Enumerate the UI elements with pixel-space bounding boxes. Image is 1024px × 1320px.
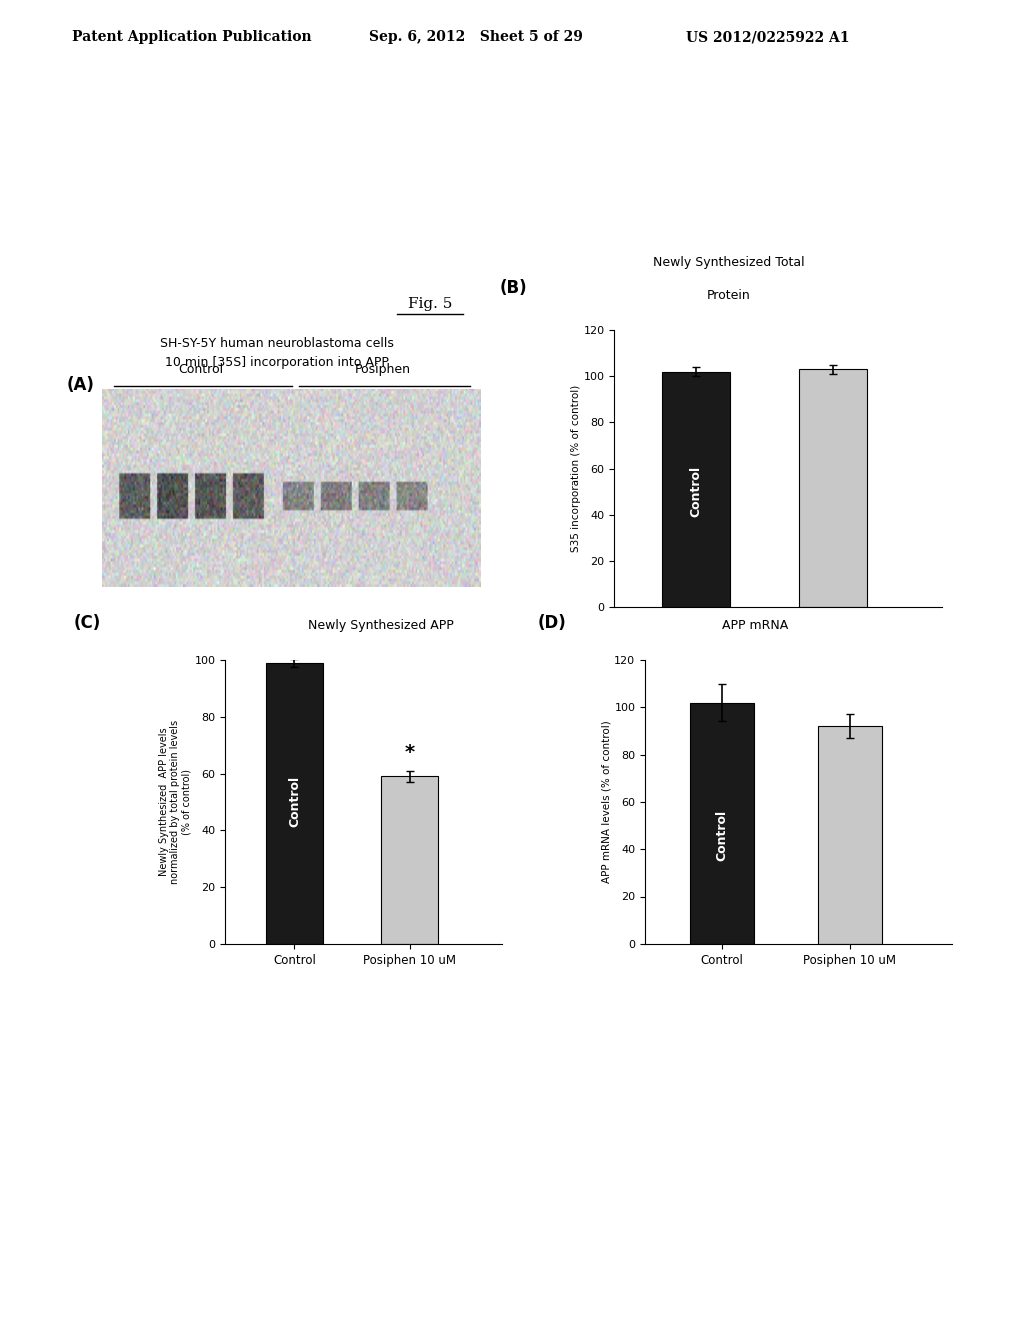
Text: Patent Application Publication: Patent Application Publication (72, 30, 311, 45)
Bar (818, 726, 882, 944)
Text: Newly Synthesized Total: Newly Synthesized Total (653, 256, 805, 269)
Bar (265, 663, 324, 944)
Text: Fig. 5: Fig. 5 (408, 297, 453, 312)
Text: Control: Control (178, 363, 223, 376)
Text: (D): (D) (538, 614, 566, 631)
Text: (B): (B) (500, 279, 527, 297)
Text: Newly Synthesized APP: Newly Synthesized APP (308, 619, 454, 631)
Bar (663, 372, 730, 607)
Text: Control: Control (288, 776, 301, 828)
Bar (799, 370, 867, 607)
Text: Sep. 6, 2012   Sheet 5 of 29: Sep. 6, 2012 Sheet 5 of 29 (369, 30, 583, 45)
Text: Control: Control (716, 809, 728, 861)
Y-axis label: APP mRNA levels (% of control): APP mRNA levels (% of control) (601, 721, 611, 883)
Y-axis label: Newly Synthesized  APP levels
normalized by total protein levels
(% of control): Newly Synthesized APP levels normalized … (159, 719, 191, 884)
Text: Control: Control (690, 466, 702, 517)
Text: APP mRNA: APP mRNA (722, 619, 788, 631)
Text: *: * (404, 743, 415, 762)
Text: (A): (A) (67, 376, 94, 395)
Text: SH-SY-5Y human neuroblastoma cells: SH-SY-5Y human neuroblastoma cells (160, 337, 393, 350)
Text: 10 min [35S] incorporation into APP: 10 min [35S] incorporation into APP (165, 356, 388, 370)
Bar (690, 702, 754, 944)
Bar (381, 776, 438, 944)
Text: US 2012/0225922 A1: US 2012/0225922 A1 (686, 30, 850, 45)
Text: (C): (C) (73, 614, 100, 631)
Text: Protein: Protein (708, 289, 751, 302)
Y-axis label: S35 incorporation (% of control): S35 incorporation (% of control) (570, 385, 581, 552)
Text: Posiphen: Posiphen (354, 363, 411, 376)
